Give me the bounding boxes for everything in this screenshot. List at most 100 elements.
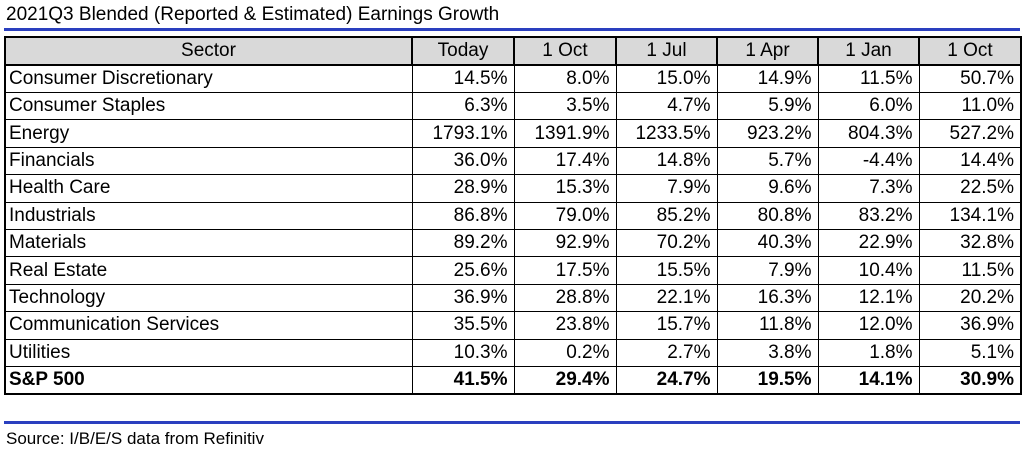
value-cell: 5.7%: [716, 146, 819, 176]
value-cell: 35.5%: [411, 311, 515, 340]
value-cell: 22.5%: [918, 174, 1022, 203]
value-cell: 17.4%: [513, 146, 617, 176]
table-row: Materials 89.2% 92.9% 70.2% 40.3% 22.9% 32.8%: [4, 228, 1022, 258]
sector-cell: S&P 500: [4, 365, 413, 395]
value-cell: 19.5%: [716, 365, 819, 395]
value-cell: 12.0%: [817, 311, 920, 340]
value-cell: 41.5%: [411, 365, 515, 395]
value-cell: 22.1%: [615, 283, 718, 313]
bottom-rule: [4, 421, 1020, 424]
value-cell: 11.5%: [918, 256, 1022, 285]
sector-cell: Consumer Discretionary: [4, 64, 413, 93]
value-cell: 15.5%: [615, 256, 718, 285]
value-cell: 17.5%: [513, 256, 617, 285]
column-header-sector: Sector: [4, 36, 413, 66]
sector-cell: Materials: [4, 228, 413, 258]
value-cell: 3.5%: [513, 91, 617, 121]
value-cell: 36.0%: [411, 146, 515, 176]
value-cell: 28.9%: [411, 174, 515, 203]
value-cell: 3.8%: [716, 338, 819, 367]
value-cell: 527.2%: [918, 119, 1022, 148]
value-cell: 7.9%: [615, 174, 718, 203]
sector-cell: Financials: [4, 146, 413, 176]
value-cell: 15.7%: [615, 311, 718, 340]
table-row: Health Care 28.9% 15.3% 7.9% 9.6% 7.3% 22.5%: [4, 174, 1022, 203]
column-header-period: 1 Jan: [817, 36, 920, 66]
table-row: Technology 36.9% 28.8% 22.1% 16.3% 12.1% 20.2%: [4, 283, 1022, 313]
table-row: Industrials 86.8% 79.0% 85.2% 80.8% 83.2% 134.…: [4, 201, 1022, 230]
sector-cell: Real Estate: [4, 256, 413, 285]
table-row: Financials 36.0% 17.4% 14.8% 5.7% -4.4% 14.4%: [4, 146, 1022, 176]
value-cell: 4.7%: [615, 91, 718, 121]
value-cell: 11.8%: [716, 311, 819, 340]
value-cell: 24.7%: [615, 365, 718, 395]
value-cell: 9.6%: [716, 174, 819, 203]
table-row: Real Estate 25.6% 17.5% 15.5% 7.9% 10.4% 11.5%: [4, 256, 1022, 285]
table-row: Utilities 10.3% 0.2% 2.7% 3.8% 1.8% 5.1%: [4, 338, 1022, 367]
value-cell: 30.9%: [918, 365, 1022, 395]
source-note: Source: I/B/E/S data from Refinitiv: [6, 429, 264, 448]
value-cell: 14.5%: [411, 64, 515, 93]
value-cell: 14.9%: [716, 64, 819, 93]
table-row: Consumer Staples 6.3% 3.5% 4.7% 5.9% 6.0% 11.0…: [4, 91, 1022, 121]
value-cell: 32.8%: [918, 228, 1022, 258]
sector-cell: Energy: [4, 119, 413, 148]
value-cell: 50.7%: [918, 64, 1022, 93]
value-cell: 804.3%: [817, 119, 920, 148]
value-cell: 2.7%: [615, 338, 718, 367]
table-row: Consumer Discretionary 14.5% 8.0% 15.0% 14.9…: [4, 64, 1022, 93]
value-cell: 1391.9%: [513, 119, 617, 148]
column-header-period: Today: [411, 36, 515, 66]
value-cell: -4.4%: [817, 146, 920, 176]
column-header-period: 1 Apr: [716, 36, 819, 66]
value-cell: 1793.1%: [411, 119, 515, 148]
value-cell: 6.0%: [817, 91, 920, 121]
value-cell: 0.2%: [513, 338, 617, 367]
sector-cell: Industrials: [4, 201, 413, 230]
value-cell: 83.2%: [817, 201, 920, 230]
value-cell: 20.2%: [918, 283, 1022, 313]
value-cell: 14.1%: [817, 365, 920, 395]
sector-cell: Consumer Staples: [4, 91, 413, 121]
value-cell: 15.3%: [513, 174, 617, 203]
value-cell: 11.0%: [918, 91, 1022, 121]
value-cell: 16.3%: [716, 283, 819, 313]
value-cell: 29.4%: [513, 365, 617, 395]
value-cell: 79.0%: [513, 201, 617, 230]
earnings-growth-table: Sector Today 1 Oct 1 Jul 1 Apr 1 Jan 1 Oct Con…: [4, 36, 1022, 395]
value-cell: 85.2%: [615, 201, 718, 230]
sector-cell: Utilities: [4, 338, 413, 367]
column-header-period: 1 Jul: [615, 36, 718, 66]
sector-cell: Health Care: [4, 174, 413, 203]
value-cell: 28.8%: [513, 283, 617, 313]
table-row: Energy 1793.1% 1391.9% 1233.5% 923.2% 804.3% 5…: [4, 119, 1022, 148]
value-cell: 36.9%: [918, 311, 1022, 340]
table-title: 2021Q3 Blended (Reported & Estimated) Ea…: [6, 4, 500, 25]
value-cell: 25.6%: [411, 256, 515, 285]
value-cell: 70.2%: [615, 228, 718, 258]
sector-cell: Communication Services: [4, 311, 413, 340]
value-cell: 5.1%: [918, 338, 1022, 367]
value-cell: 12.1%: [817, 283, 920, 313]
value-cell: 89.2%: [411, 228, 515, 258]
value-cell: 92.9%: [513, 228, 617, 258]
value-cell: 7.9%: [716, 256, 819, 285]
value-cell: 5.9%: [716, 91, 819, 121]
value-cell: 6.3%: [411, 91, 515, 121]
total-row: S&P 500 41.5% 29.4% 24.7% 19.5% 14.1% 30.9%: [4, 365, 1022, 395]
value-cell: 22.9%: [817, 228, 920, 258]
value-cell: 40.3%: [716, 228, 819, 258]
value-cell: 10.4%: [817, 256, 920, 285]
value-cell: 15.0%: [615, 64, 718, 93]
top-rule: [4, 28, 1020, 31]
value-cell: 11.5%: [817, 64, 920, 93]
value-cell: 134.1%: [918, 201, 1022, 230]
value-cell: 14.4%: [918, 146, 1022, 176]
value-cell: 14.8%: [615, 146, 718, 176]
header-row: Sector Today 1 Oct 1 Jul 1 Apr 1 Jan 1 Oct: [4, 36, 1022, 66]
value-cell: 80.8%: [716, 201, 819, 230]
value-cell: 7.3%: [817, 174, 920, 203]
value-cell: 8.0%: [513, 64, 617, 93]
sector-cell: Technology: [4, 283, 413, 313]
table-row: Communication Services 35.5% 23.8% 15.7% 11.…: [4, 311, 1022, 340]
